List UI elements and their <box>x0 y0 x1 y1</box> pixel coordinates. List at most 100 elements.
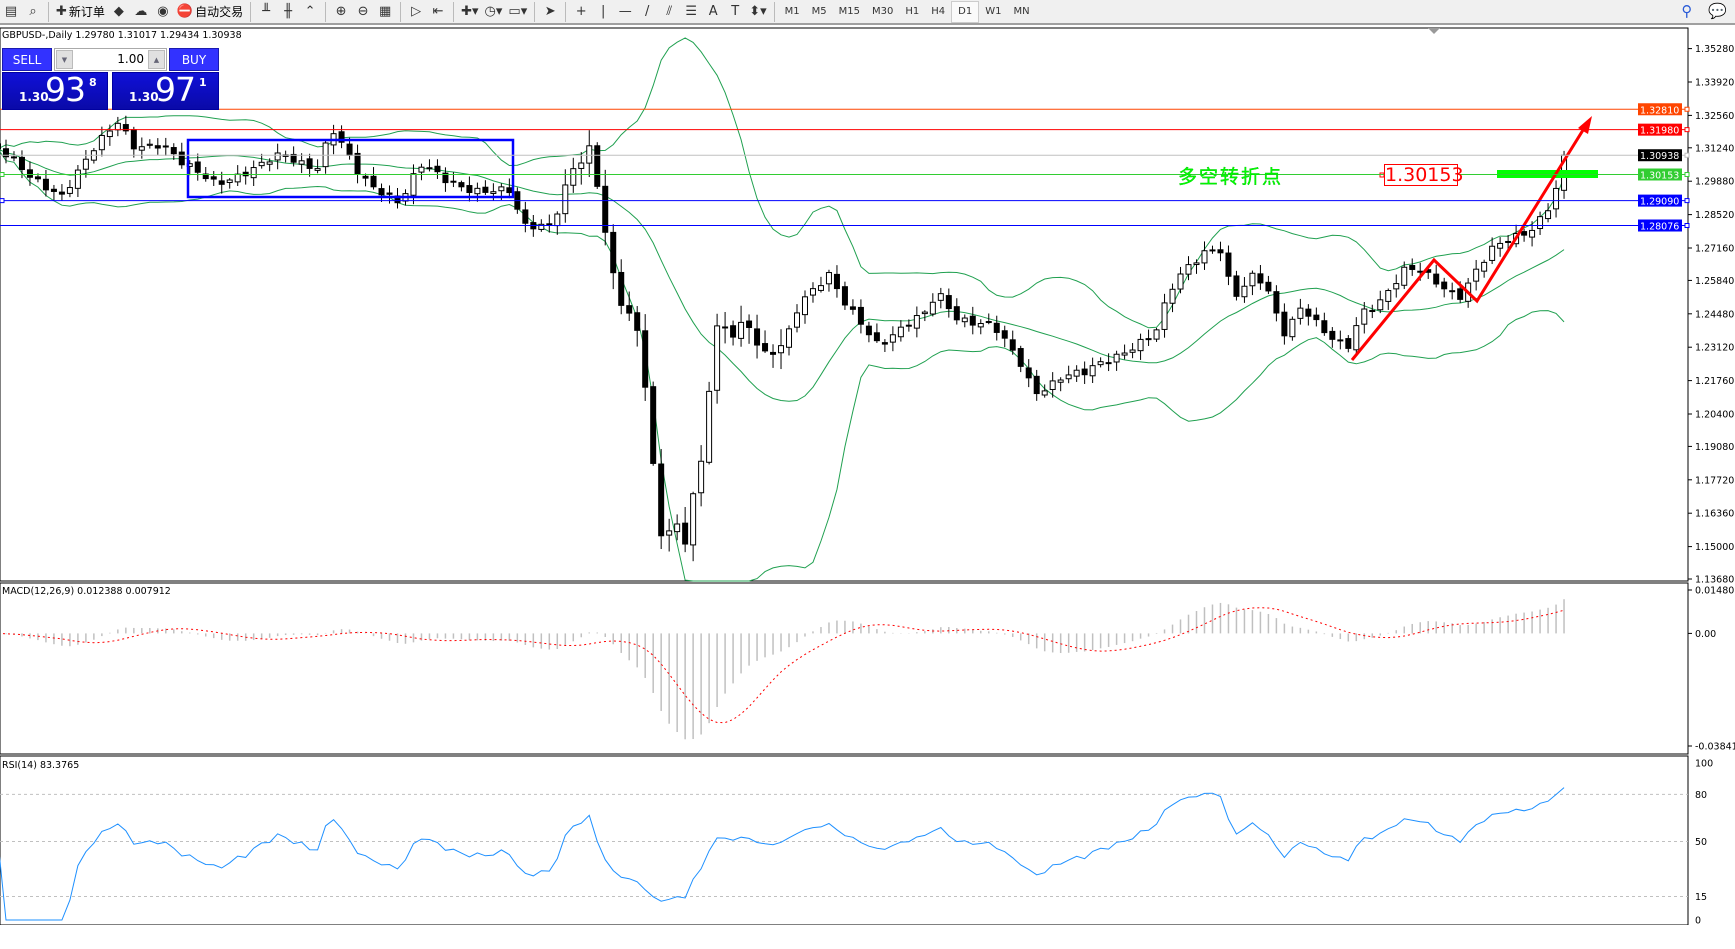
chart-shift-button[interactable]: ⇤ <box>427 1 449 23</box>
horizontal-line-button[interactable]: — <box>614 1 636 23</box>
candle-bullish <box>226 179 233 183</box>
chat-icon[interactable]: 💬 <box>1708 2 1727 20</box>
lot-value[interactable]: 1.00 <box>117 52 144 66</box>
candle-bearish <box>650 386 657 464</box>
navigator-zoom-button[interactable]: ⌕ <box>22 1 44 23</box>
candle-bearish <box>1329 330 1336 340</box>
candle-bullish <box>314 168 321 171</box>
lot-decrease-icon[interactable]: ▼ <box>56 50 73 69</box>
sell-price-button[interactable]: 1.30 93 8 <box>2 70 108 110</box>
macd-axis-label: 0.00 <box>1695 629 1716 640</box>
buy-button[interactable]: BUY <box>169 48 219 71</box>
candle-bearish <box>857 306 864 325</box>
candle-bullish <box>825 272 832 285</box>
indicators-button[interactable]: ✚▾ <box>458 1 481 23</box>
tile-windows-button[interactable]: ▦ <box>374 1 396 23</box>
sell-button[interactable]: SELL <box>2 48 52 71</box>
candlestick-button[interactable]: ╫ <box>277 1 299 23</box>
candle-bullish <box>690 493 697 546</box>
terminal-button[interactable]: ☁ <box>130 1 152 23</box>
crosshair-icon: + <box>575 4 587 19</box>
lot-size-stepper[interactable]: ▼ 1.00 ▲ <box>54 48 167 71</box>
timeframe-m5[interactable]: M5 <box>811 6 827 17</box>
periods-button[interactable]: ◷▾ <box>482 1 506 23</box>
candle-bullish <box>1545 210 1552 220</box>
candle-bullish <box>817 285 824 291</box>
candle-bullish <box>138 146 145 151</box>
indicators-icon: ✚▾ <box>461 4 479 19</box>
candle-bullish <box>234 173 241 183</box>
timeframe-d1[interactable]: D1 <box>951 0 980 23</box>
lot-increase-icon[interactable]: ▲ <box>148 50 165 69</box>
timeframe-h1[interactable]: H1 <box>905 6 920 17</box>
candle-bullish <box>897 326 904 338</box>
bar-chart-button[interactable]: ╨ <box>255 1 277 23</box>
zoom-in-icon: ⊕ <box>335 4 347 19</box>
timeframe-m1[interactable]: M1 <box>784 6 800 17</box>
candle-bullish <box>1161 302 1168 330</box>
timeframe-m15[interactable]: M15 <box>838 6 861 17</box>
candle-bearish <box>1345 338 1352 349</box>
zoom-in-button[interactable]: ⊕ <box>330 1 352 23</box>
metaeditor-icon: ◆ <box>113 4 124 19</box>
equidistant-channel-icon: ⫽ <box>666 4 673 19</box>
vertical-line-button[interactable]: | <box>592 1 614 23</box>
candle-bearish <box>450 180 457 183</box>
price-axis-label: 1.15000 <box>1695 542 1734 553</box>
candle-bearish <box>34 176 41 180</box>
timeframe-w1[interactable]: W1 <box>985 6 1002 17</box>
signals-button[interactable]: ◉ <box>152 1 174 23</box>
candle-bearish <box>1009 339 1016 351</box>
trendline-button[interactable]: / <box>636 1 658 23</box>
search-icon[interactable]: ⚲ <box>1681 2 1693 20</box>
candle-bullish <box>977 323 984 328</box>
candle-bearish <box>522 209 529 224</box>
pivot-annotation-text[interactable]: 多空转折点 <box>1178 166 1284 188</box>
templates-button[interactable]: ▭▾ <box>505 1 530 23</box>
rsi-label: RSI(14) 83.3765 <box>2 760 80 771</box>
candle-bearish <box>178 151 185 166</box>
timeframe-m30[interactable]: M30 <box>872 6 894 17</box>
cursor-button[interactable]: ➤ <box>539 1 561 23</box>
navigator-zoom-icon: ⌕ <box>29 4 37 19</box>
candle-bearish <box>1281 311 1288 337</box>
candle-bullish <box>1097 361 1104 366</box>
candle-bullish <box>474 187 481 195</box>
line-chart-button[interactable]: ⌃ <box>299 1 321 23</box>
auto-scroll-button[interactable]: ▷ <box>405 1 427 23</box>
candle-bearish <box>370 175 377 188</box>
autotrading-icon: ⛔ <box>176 4 194 19</box>
candle-bearish <box>1417 270 1424 273</box>
chart-window[interactable]: 1.328101.319801.309381.301531.290901.280… <box>0 27 1735 925</box>
candle-bullish <box>426 167 433 170</box>
price-axis-label: 1.16360 <box>1695 509 1734 520</box>
text-button[interactable]: A <box>702 1 724 23</box>
metaeditor-button[interactable]: ◆ <box>108 1 130 23</box>
timeframe-h4[interactable]: H4 <box>931 6 946 17</box>
market-watch-button[interactable]: ▤ <box>0 1 22 23</box>
buy-price-button[interactable]: 1.30 97 1 <box>112 70 219 110</box>
equidistant-channel-button[interactable]: ⫽ <box>658 1 680 23</box>
candle-bullish <box>106 130 113 138</box>
crosshair-button[interactable]: + <box>570 1 592 23</box>
timeframe-mn[interactable]: MN <box>1013 6 1030 17</box>
sell-price-pips: 93 <box>45 70 86 109</box>
text-label-button[interactable]: T <box>724 1 746 23</box>
candle-bearish <box>10 156 17 159</box>
candle-bearish <box>602 185 609 233</box>
arrows-button[interactable]: ⬍▾ <box>746 1 769 23</box>
candle-bullish <box>706 390 713 463</box>
autotrading-button[interactable]: ⛔ 自动交易 <box>174 1 246 23</box>
candle-bullish <box>1385 290 1392 302</box>
market-watch-icon: ▤ <box>4 4 18 19</box>
consolidation-rectangle <box>186 138 515 199</box>
pivot-price-label[interactable]: 1.30153 <box>1384 164 1464 186</box>
new-order-button[interactable]: ✚ 新订单 <box>53 1 108 23</box>
candle-bearish <box>442 172 449 184</box>
candle-bullish <box>98 134 105 151</box>
candle-bullish <box>1073 369 1080 377</box>
zoom-out-button[interactable]: ⊖ <box>352 1 374 23</box>
fibonacci-button[interactable]: ☰ <box>680 1 702 23</box>
templates-icon: ▭▾ <box>508 4 528 19</box>
candle-bearish <box>993 322 1000 333</box>
